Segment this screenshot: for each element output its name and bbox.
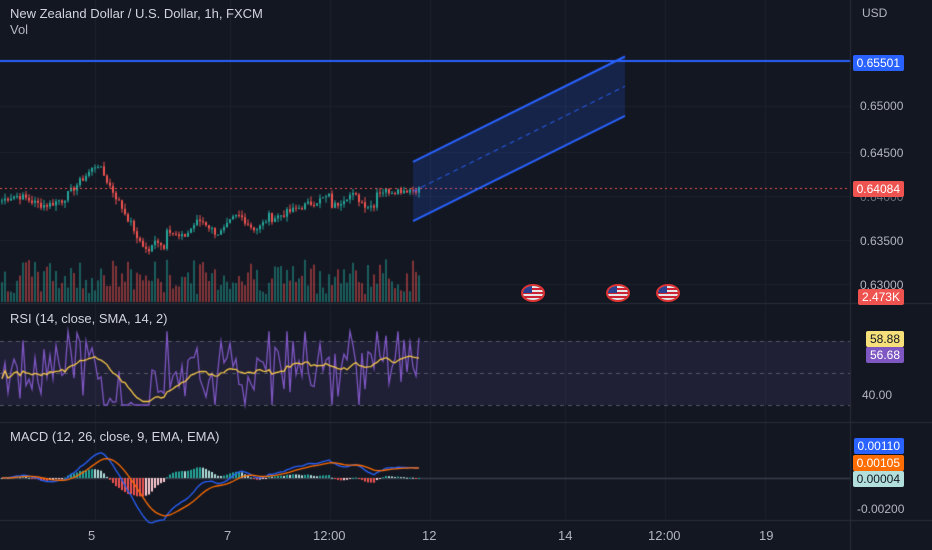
- last-price-badge: 0.64084: [852, 181, 904, 197]
- us-flag-event-icon[interactable]: [656, 284, 680, 302]
- us-flag-event-icon[interactable]: [521, 284, 545, 302]
- time-label-12: 12: [422, 528, 437, 543]
- us-flag-event-icon[interactable]: [606, 284, 630, 302]
- rsi-title[interactable]: RSI (14, close, SMA, 14, 2): [10, 311, 168, 326]
- time-label-14: 14: [558, 528, 573, 543]
- price-tick-4: 0.63000: [860, 278, 904, 292]
- signal-value-badge: 0.00105: [852, 455, 904, 471]
- histogram-value-badge: 0.00004: [852, 471, 904, 487]
- symbol-title[interactable]: New Zealand Dollar / U.S. Dollar, 1h, FX…: [10, 6, 263, 21]
- price-tick-2: 0.64500: [860, 146, 904, 160]
- time-label-1200-b: 12:00: [648, 528, 681, 543]
- time-label-5: 5: [88, 528, 96, 543]
- volume-badge: 2.473K: [857, 289, 904, 305]
- volume-label: Vol: [10, 22, 29, 37]
- time-label-7: 7: [224, 528, 232, 543]
- rsi-tick: 40.00: [862, 388, 893, 402]
- macd-title[interactable]: MACD (12, 26, close, 9, EMA, EMA): [10, 429, 220, 444]
- time-label-1200-a: 12:00: [313, 528, 346, 543]
- macd-value-badge: 0.00110: [853, 438, 904, 454]
- price-tick-3: 0.63500: [860, 234, 904, 248]
- price-tick-1: 0.65000: [860, 99, 904, 113]
- macd-tick: -0.00200: [857, 502, 905, 516]
- currency-label[interactable]: USD: [862, 6, 888, 20]
- time-label-19: 19: [759, 528, 774, 543]
- hline-price-badge[interactable]: 0.65501: [852, 55, 904, 71]
- rsi-value-badge: 58.88: [865, 331, 904, 347]
- rsi-sma-badge: 56.68: [865, 347, 904, 363]
